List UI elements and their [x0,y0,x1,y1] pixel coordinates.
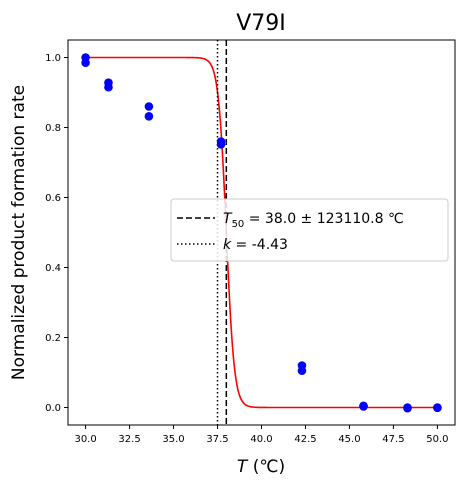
x-tick-label: 45.0 [338,434,360,445]
x-tick-label: 35.0 [162,434,184,445]
data-point [297,366,307,376]
y-tick-label: 0.8 [45,123,61,134]
x-tick-label: 47.5 [382,434,404,445]
legend-entry-t50: T50 = 38.0 ± 123110.8 ℃ [223,211,404,230]
fit-curve [85,56,438,409]
data-point [144,112,154,121]
data-point [433,403,442,413]
y-tick-label: 0.2 [45,333,61,344]
data-point [403,403,412,413]
x-axis-label: T (℃) [237,457,285,477]
x-tick-label: 50.0 [426,434,448,445]
data-point [104,82,113,92]
data-point [216,140,226,149]
data-point [359,402,368,411]
x-tick-label: 42.5 [294,434,316,445]
y-tick-label: 1.0 [45,53,61,64]
y-tick-label: 0.4 [45,263,61,274]
x-tick-label: 30.0 [74,434,96,445]
data-point [81,58,90,68]
y-tick-label: 0.6 [45,193,61,204]
legend-entry-k: k = -4.43 [223,237,288,253]
x-tick-label: 37.5 [206,434,228,445]
legend-box [170,198,449,262]
x-tick-label: 40.0 [250,434,272,445]
chart-title: V79I [236,11,286,36]
y-axis-label: Normalized product formation rate [9,85,29,380]
x-tick-label: 32.5 [118,434,140,445]
y-tick-label: 0.0 [45,403,61,414]
legend: T50 = 38.0 ± 123110.8 ℃ k = -4.43 [170,198,449,262]
data-point [144,102,154,111]
